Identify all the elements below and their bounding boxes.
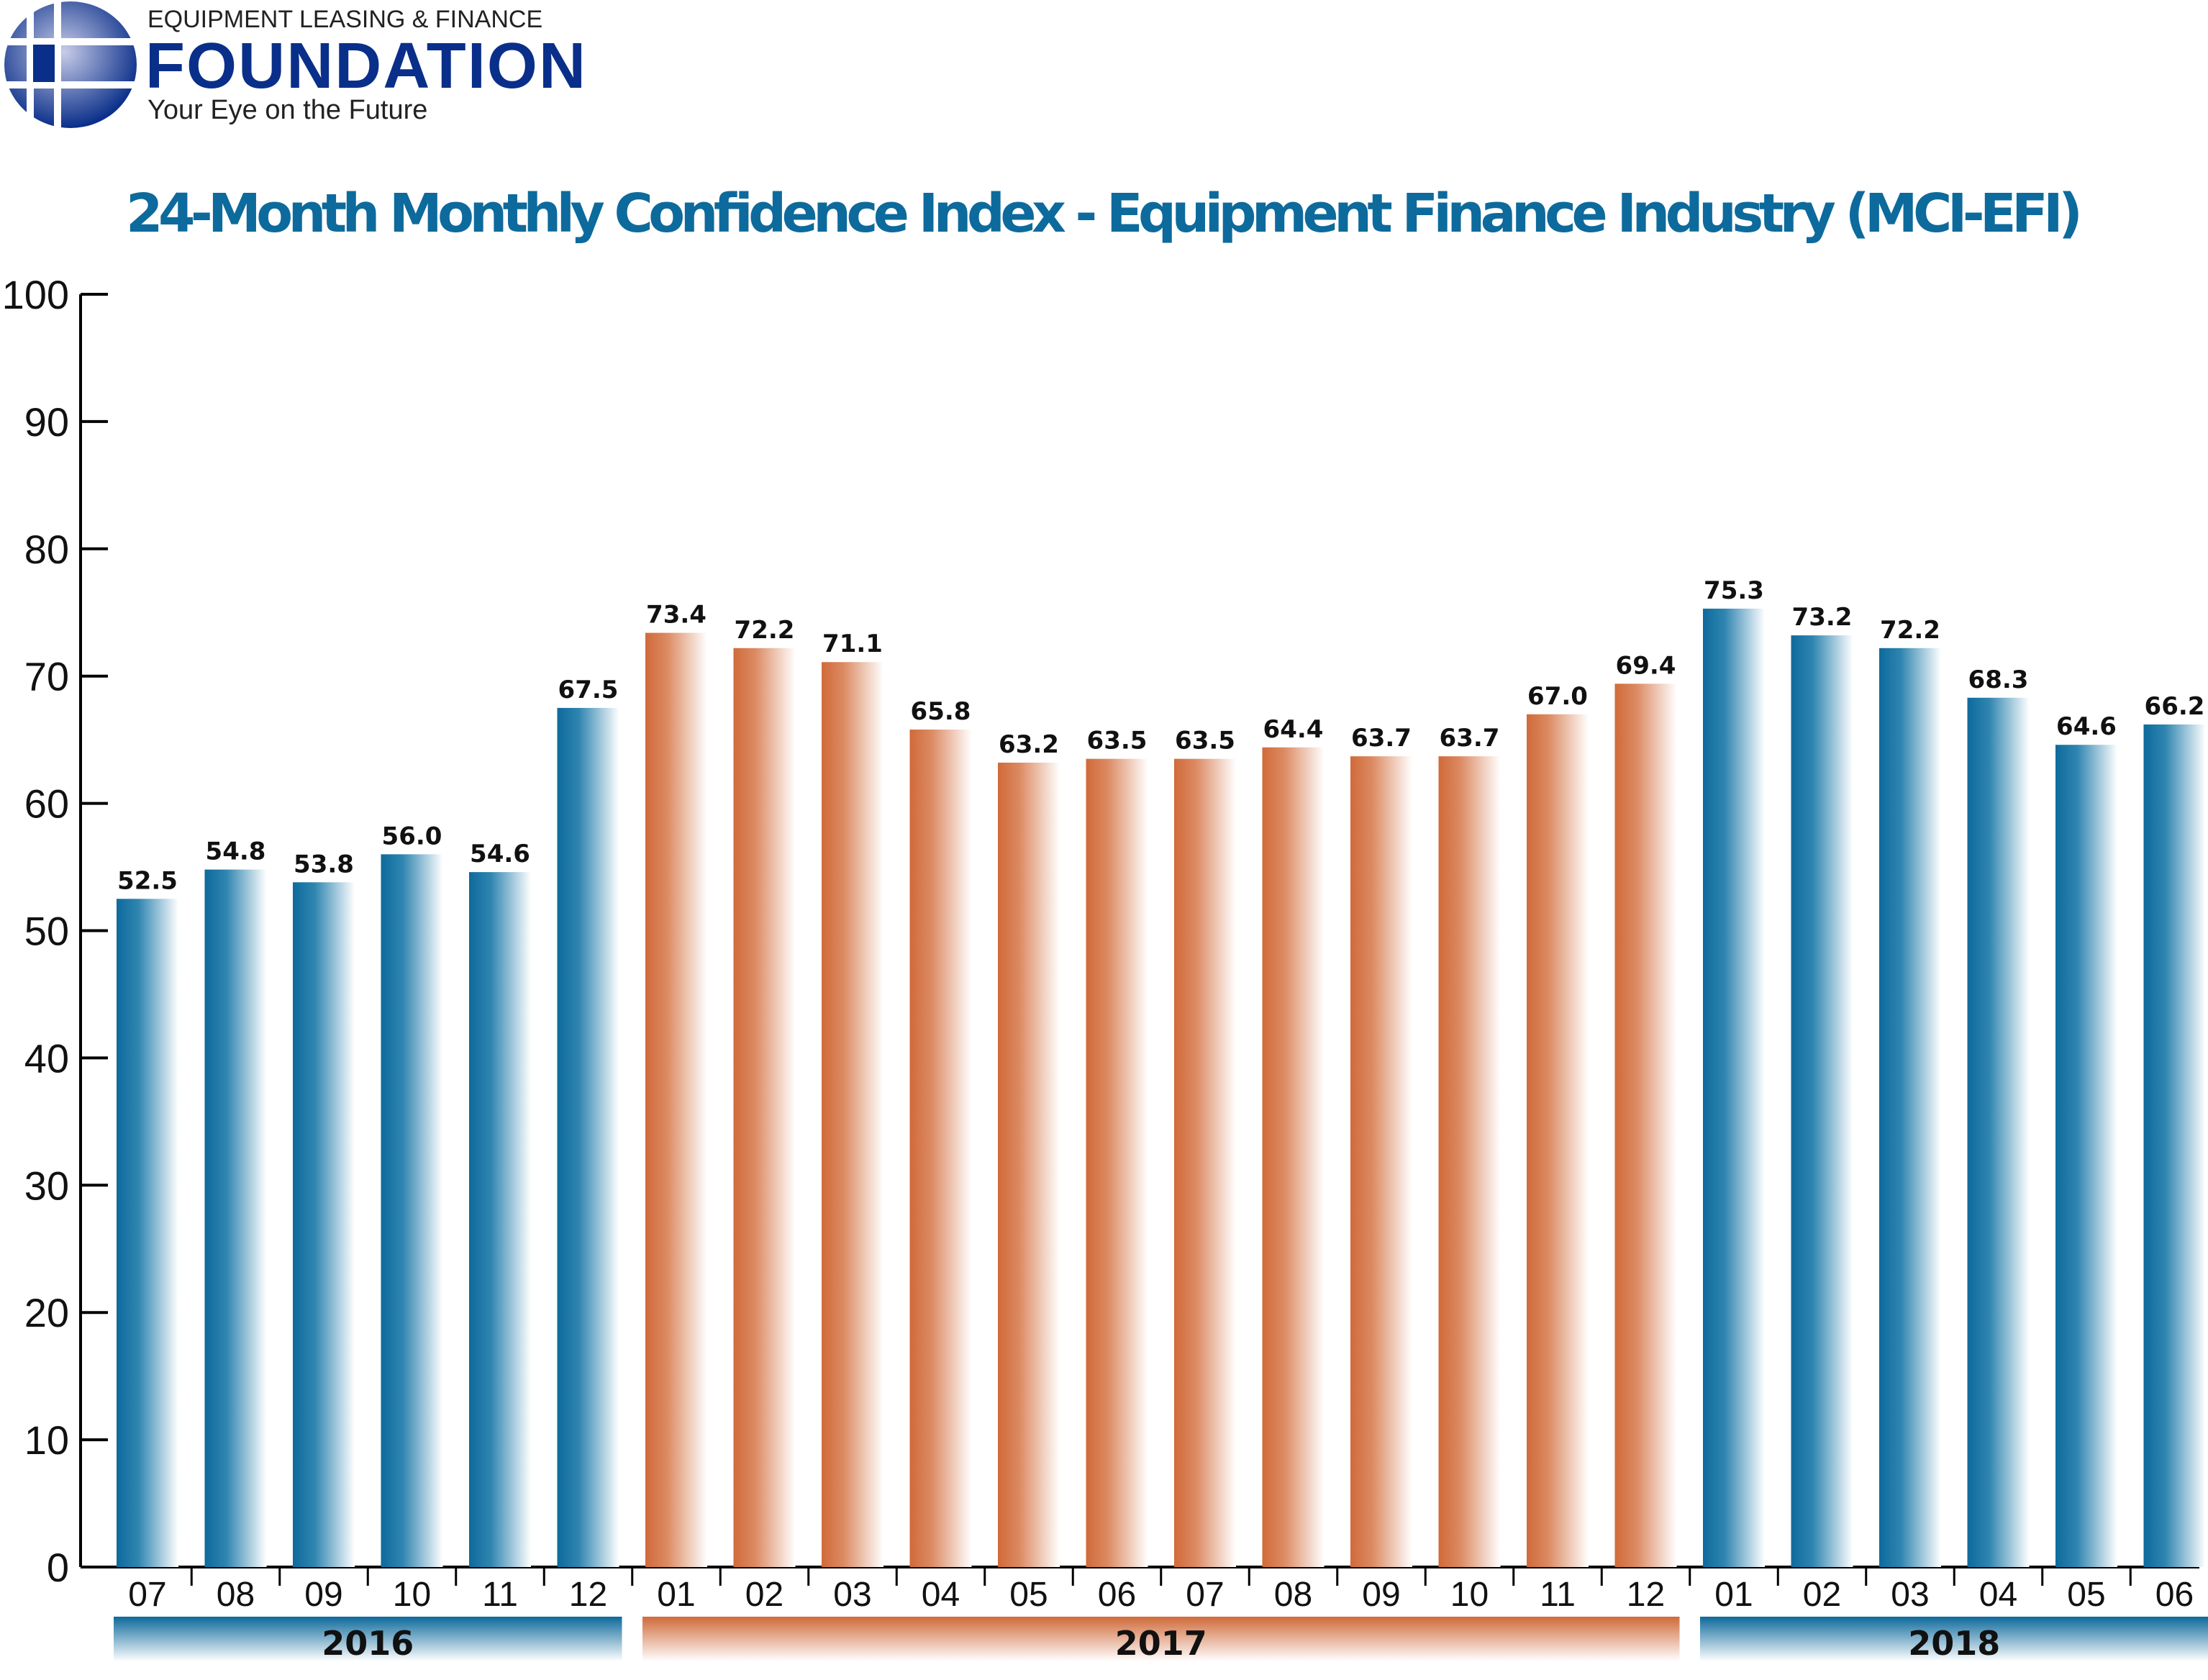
data-label: 54.8	[206, 837, 266, 866]
bar	[998, 762, 1060, 1567]
bar	[1527, 714, 1589, 1567]
bar	[1438, 756, 1501, 1567]
y-tick-label: 80	[24, 527, 69, 572]
x-tick-label: 05	[1009, 1576, 1048, 1614]
year-label: 2018	[1908, 1624, 2000, 1663]
y-tick-label: 60	[24, 781, 69, 827]
data-label: 64.4	[1263, 715, 1324, 744]
x-tick-label: 01	[1714, 1576, 1753, 1614]
data-label: 68.3	[1968, 666, 2029, 694]
data-label: 63.2	[999, 730, 1059, 759]
bar	[1879, 648, 1941, 1567]
data-label: 65.8	[911, 697, 971, 726]
x-tick-label: 11	[1540, 1576, 1576, 1614]
bar	[1967, 697, 2030, 1568]
x-tick-label: 08	[217, 1576, 255, 1614]
logo-globe-icon	[4, 1, 137, 128]
data-label: 63.5	[1175, 727, 1235, 755]
bars: 52.5 54.8 53.8 56.0 54.6 67.5 73.4 72.2 71.1 65.8…	[117, 576, 2206, 1568]
x-tick-label: 07	[128, 1576, 166, 1614]
data-label: 69.4	[1616, 651, 1676, 680]
logo: EQUIPMENT LEASING & FINANCE FOUNDATION Y…	[4, 0, 586, 130]
data-label: 67.5	[558, 676, 619, 704]
x-tick-label: 12	[569, 1576, 607, 1614]
y-tick-label: 0	[47, 1545, 69, 1590]
x-tick-label: 09	[1362, 1576, 1400, 1614]
data-label: 67.0	[1527, 682, 1588, 711]
data-label: 54.6	[470, 840, 530, 868]
x-tick-label: 10	[1450, 1576, 1489, 1614]
bar	[2143, 724, 2206, 1567]
bar	[822, 662, 883, 1568]
data-label: 64.6	[2056, 712, 2117, 741]
data-label: 73.4	[646, 601, 707, 630]
x-tick-label: 11	[482, 1576, 518, 1614]
year-bands: 2016 2017 2018	[114, 1617, 2208, 1663]
data-label: 72.2	[735, 616, 795, 645]
chart-title: 24-Month Monthly Confidence Index - Equi…	[126, 183, 2083, 245]
data-label: 56.0	[382, 822, 442, 850]
x-tick-label: 01	[657, 1576, 695, 1614]
data-label: 72.2	[1880, 616, 1940, 645]
bar	[293, 882, 355, 1567]
year-band	[642, 1617, 1680, 1661]
x-tick-label: 06	[2155, 1576, 2194, 1614]
x-tick-label: 05	[2067, 1576, 2105, 1614]
bar	[1791, 635, 1853, 1567]
data-label: 53.8	[294, 850, 354, 878]
x-tick-label: 03	[833, 1576, 871, 1614]
data-label: 71.1	[822, 630, 883, 658]
bar	[733, 648, 796, 1567]
bar	[2055, 745, 2117, 1567]
bar	[1086, 758, 1148, 1567]
bar	[381, 854, 443, 1567]
x-tick-label: 03	[1891, 1576, 1929, 1614]
x-tick-label: 09	[304, 1576, 342, 1614]
bar	[1350, 756, 1412, 1567]
y-tick-label: 70	[24, 654, 69, 699]
year-label: 2017	[1115, 1624, 1207, 1663]
x-tick-label: 02	[1803, 1576, 1841, 1614]
year-band	[1700, 1617, 2208, 1661]
bar	[909, 729, 972, 1567]
x-tick-label: 07	[1186, 1576, 1224, 1614]
data-label: 63.7	[1440, 724, 1500, 753]
data-label: 63.5	[1087, 727, 1148, 755]
x-tick-label: 04	[1979, 1576, 2017, 1614]
bar	[557, 707, 619, 1567]
year-label: 2016	[322, 1624, 414, 1663]
bar	[117, 899, 178, 1567]
x-tick-label: 08	[1274, 1576, 1312, 1614]
x-tick-label: 02	[745, 1576, 783, 1614]
bar	[1262, 747, 1325, 1567]
y-tick-label: 90	[24, 399, 69, 445]
bar	[645, 632, 707, 1568]
x-tick-label: 04	[922, 1576, 960, 1614]
data-label: 73.2	[1792, 603, 1853, 632]
bar	[1614, 684, 1677, 1568]
logo-line3: Your Eye on the Future	[147, 95, 427, 125]
logo-line2: FOUNDATION	[145, 30, 586, 102]
y-tick-label: 100	[2, 272, 69, 317]
y-tick-label: 20	[24, 1290, 69, 1335]
logo-line1: EQUIPMENT LEASING & FINANCE	[147, 6, 542, 33]
bar	[1174, 758, 1236, 1567]
bar	[204, 869, 267, 1567]
x-tick-label: 10	[393, 1576, 431, 1614]
bar	[469, 872, 531, 1567]
data-label: 63.7	[1351, 724, 1412, 753]
year-band	[114, 1617, 622, 1661]
y-tick-label: 10	[24, 1417, 69, 1463]
data-label: 66.2	[2145, 692, 2205, 721]
x-tick-label: 06	[1098, 1576, 1136, 1614]
bar	[1703, 608, 1765, 1567]
y-tick-label: 50	[24, 909, 69, 954]
data-label: 75.3	[1704, 576, 1764, 605]
data-label: 52.5	[117, 866, 178, 895]
x-tick-label: 12	[1627, 1576, 1665, 1614]
y-tick-label: 30	[24, 1163, 69, 1208]
y-tick-label: 40	[24, 1035, 69, 1081]
